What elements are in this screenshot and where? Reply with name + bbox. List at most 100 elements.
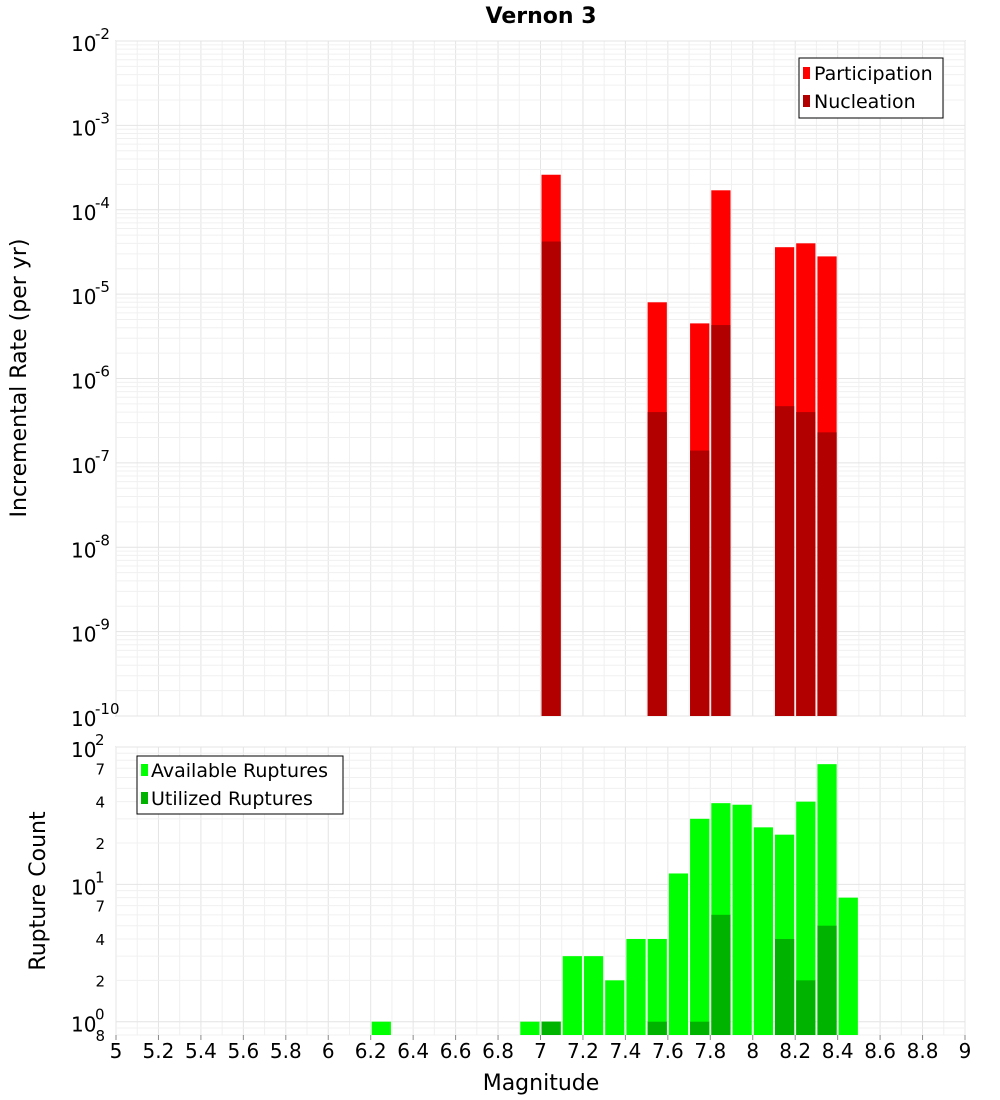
y-tick-label: 102 [71, 731, 105, 762]
y-tick-exponent: -9 [95, 616, 110, 634]
y-tick-exponent: 1 [95, 868, 105, 886]
x-tick-label: 7.2 [567, 1039, 599, 1063]
y-tick-base: 10 [71, 454, 96, 478]
y-minor-tick-label: 4 [95, 931, 105, 949]
top-legend: Participation Nucleation [798, 57, 944, 119]
x-tick-label: 7.4 [609, 1039, 641, 1063]
chart-title: Vernon 3 [486, 4, 597, 29]
bar-available-ruptures-m7_95 [732, 804, 752, 1035]
bar-utilized-ruptures-m8_35 [817, 925, 837, 1035]
bar-utilized-ruptures-m7_75 [690, 1021, 710, 1035]
y-tick-base: 10 [71, 116, 96, 140]
bar-available-ruptures-m7_75 [690, 818, 710, 1035]
x-tick-label: 5 [110, 1039, 123, 1063]
bar-utilized-ruptures-m7_55 [647, 1021, 667, 1035]
legend-label-utilized: Utilized Ruptures [151, 788, 313, 810]
x-tick-label: 6.6 [440, 1039, 472, 1063]
bar-nucleation-m7_85 [711, 325, 731, 716]
bar-utilized-ruptures-m7_85 [711, 914, 731, 1035]
bottom-legend: Available Ruptures Utilized Ruptures [136, 755, 344, 815]
y-tick-exponent: -5 [95, 278, 110, 296]
bar-nucleation-m7_05 [541, 241, 561, 717]
bar-available-ruptures-m7_45 [626, 939, 646, 1035]
x-tick-label: 6.8 [482, 1039, 514, 1063]
x-tick-label: 8.6 [864, 1039, 896, 1063]
y-tick-exponent: 2 [95, 731, 105, 749]
x-tick-label: 6.4 [397, 1039, 429, 1063]
y-tick-label: 10-6 [71, 363, 110, 394]
bar-nucleation-m8_15 [774, 406, 795, 716]
x-tick-label: 5.8 [270, 1039, 302, 1063]
x-tick-label: 8.8 [907, 1039, 939, 1063]
bar-utilized-ruptures-m7_05 [541, 1021, 561, 1035]
x-axis-title: Magnitude [483, 1071, 600, 1096]
y-tick-label: 10-9 [71, 616, 110, 647]
y-tick-exponent: -7 [95, 447, 110, 465]
y-tick-exponent: 0 [95, 1006, 105, 1024]
y-tick-base: 10 [71, 875, 96, 899]
bar-available-ruptures-m6_25 [371, 1021, 391, 1035]
bar-available-ruptures-m7_65 [668, 873, 689, 1035]
legend-swatch-utilized [141, 792, 148, 804]
bar-nucleation-m7_55 [647, 412, 667, 716]
y-tick-label: 10-3 [71, 109, 110, 140]
y-tick-base: 10 [71, 538, 96, 562]
y-tick-label: 10-5 [71, 278, 110, 309]
x-tick-label: 5.4 [185, 1039, 217, 1063]
x-tick-label: 9 [959, 1039, 972, 1063]
legend-swatch-nucleation [803, 95, 810, 107]
bar-nucleation-m8_25 [796, 412, 816, 716]
legend-label-nucleation: Nucleation [814, 91, 916, 113]
bar-available-ruptures-m7_55 [647, 939, 667, 1035]
legend-swatch-participation [803, 67, 810, 79]
y-tick-exponent: -4 [95, 194, 110, 212]
y-tick-exponent: -10 [95, 700, 120, 718]
y-tick-base: 10 [71, 623, 96, 647]
bar-available-ruptures-m7_35 [605, 980, 625, 1035]
bar-available-ruptures-m7_25 [583, 956, 604, 1035]
y-minor-tick-label: 8 [95, 1027, 105, 1045]
bar-utilized-ruptures-m8_15 [774, 939, 795, 1035]
y-tick-label: 10-8 [71, 531, 110, 562]
bottom-y-axis-title: Rupture Count [26, 811, 51, 971]
x-tick-label: 6.2 [355, 1039, 387, 1063]
y-tick-label: 10-7 [71, 447, 110, 478]
y-tick-base: 10 [71, 707, 96, 731]
x-tick-label: 8.2 [779, 1039, 811, 1063]
y-tick-exponent: -6 [95, 363, 110, 381]
bar-nucleation-m7_75 [690, 450, 710, 716]
bar-available-ruptures-m8_05 [753, 827, 773, 1035]
y-minor-tick-label: 4 [95, 794, 105, 812]
bar-available-ruptures-m8_45 [838, 897, 858, 1035]
y-tick-base: 10 [71, 32, 96, 56]
y-tick-base: 10 [71, 370, 96, 394]
y-tick-base: 10 [71, 738, 96, 762]
y-minor-tick-label: 7 [95, 760, 105, 778]
x-tick-label: 8.4 [822, 1039, 854, 1063]
x-tick-label: 7 [534, 1039, 547, 1063]
y-tick-exponent: -8 [95, 531, 110, 549]
y-tick-exponent: -2 [95, 25, 110, 43]
y-tick-label: 10-4 [71, 194, 110, 225]
bar-available-ruptures-m7_15 [562, 956, 582, 1035]
top-y-axis-title: Incremental Rate (per yr) [7, 239, 32, 518]
y-minor-tick-label: 2 [95, 835, 105, 853]
bar-available-ruptures-m6_95 [520, 1021, 540, 1035]
bar-available-ruptures-m8_25 [796, 801, 816, 1035]
y-tick-label: 10-10 [71, 700, 120, 731]
x-tick-label: 6 [322, 1039, 335, 1063]
y-tick-base: 10 [71, 1013, 96, 1037]
y-minor-tick-label: 2 [95, 972, 105, 990]
bar-nucleation-m8_35 [817, 432, 837, 716]
y-tick-base: 10 [71, 201, 96, 225]
legend-label-participation: Participation [814, 63, 933, 85]
incremental-rate-panel: 10-210-310-410-510-610-710-810-910-10 In… [7, 25, 966, 731]
x-axis-ticks: 5 5.2 5.4 5.6 5.8 6 6.2 6.4 6.6 6.8 7 7.2 7.4 7.6 7.8 8… [110, 1035, 972, 1063]
y-tick-label: 10-2 [71, 25, 110, 56]
y-minor-tick-label: 7 [95, 898, 105, 916]
bar-utilized-ruptures-m8_25 [796, 980, 816, 1035]
x-tick-label: 7.8 [694, 1039, 726, 1063]
legend-swatch-available [141, 764, 148, 776]
